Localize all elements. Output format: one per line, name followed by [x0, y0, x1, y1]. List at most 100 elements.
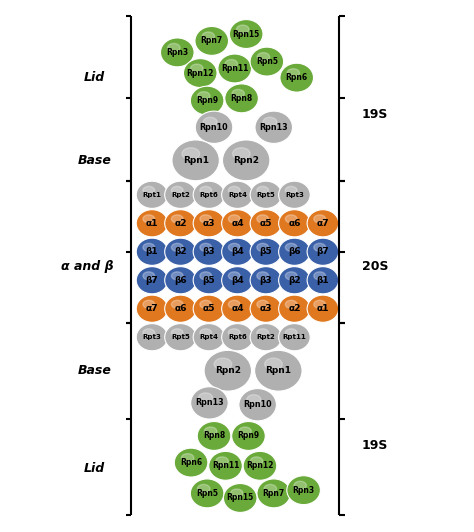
Text: α1: α1: [317, 304, 329, 313]
Text: Rpn15: Rpn15: [233, 29, 260, 38]
Ellipse shape: [225, 60, 237, 68]
Text: Rpt3: Rpt3: [143, 334, 162, 340]
Ellipse shape: [314, 243, 326, 252]
Text: Rpt6: Rpt6: [200, 192, 219, 198]
Text: β2: β2: [288, 276, 301, 285]
Ellipse shape: [136, 181, 168, 209]
Text: α7: α7: [317, 219, 329, 228]
Ellipse shape: [229, 20, 263, 48]
Ellipse shape: [307, 295, 339, 322]
Text: Base: Base: [78, 154, 111, 167]
Ellipse shape: [199, 393, 212, 402]
Ellipse shape: [193, 181, 225, 209]
Text: α4: α4: [231, 304, 244, 313]
Ellipse shape: [172, 272, 183, 280]
Ellipse shape: [193, 238, 225, 265]
Ellipse shape: [257, 272, 269, 280]
Ellipse shape: [287, 69, 300, 77]
Text: Rpn9: Rpn9: [237, 431, 260, 440]
Ellipse shape: [247, 395, 261, 404]
Ellipse shape: [255, 351, 302, 391]
Text: Rpn7: Rpn7: [201, 36, 223, 45]
Ellipse shape: [193, 323, 225, 351]
Ellipse shape: [307, 267, 339, 294]
Ellipse shape: [209, 451, 242, 480]
Ellipse shape: [228, 300, 240, 309]
Ellipse shape: [200, 243, 211, 252]
Ellipse shape: [228, 186, 240, 194]
Ellipse shape: [143, 272, 155, 280]
Ellipse shape: [164, 238, 196, 265]
Ellipse shape: [307, 210, 339, 237]
Ellipse shape: [287, 476, 320, 505]
Ellipse shape: [233, 148, 250, 160]
Text: 20S: 20S: [362, 260, 388, 272]
Text: β3: β3: [260, 276, 272, 285]
Ellipse shape: [228, 243, 240, 252]
Text: β3: β3: [203, 247, 215, 256]
Ellipse shape: [257, 329, 269, 337]
Text: Rpn12: Rpn12: [187, 69, 214, 78]
Ellipse shape: [164, 295, 196, 322]
Ellipse shape: [314, 272, 326, 280]
Text: 19S: 19S: [362, 108, 388, 121]
Ellipse shape: [193, 210, 225, 237]
Text: Base: Base: [78, 364, 111, 377]
Ellipse shape: [172, 186, 183, 194]
Text: Rpn7: Rpn7: [263, 489, 285, 498]
Ellipse shape: [314, 300, 326, 309]
Ellipse shape: [200, 215, 211, 223]
Text: Rpn13: Rpn13: [195, 398, 224, 408]
Ellipse shape: [285, 186, 297, 194]
Text: α3: α3: [203, 219, 215, 228]
Text: Rpn6: Rpn6: [286, 73, 308, 82]
Ellipse shape: [257, 300, 269, 309]
Ellipse shape: [136, 210, 168, 237]
Ellipse shape: [182, 148, 200, 160]
Text: α5: α5: [260, 219, 272, 228]
Text: Rpn12: Rpn12: [246, 461, 273, 470]
Ellipse shape: [182, 454, 194, 462]
Ellipse shape: [222, 181, 253, 209]
Ellipse shape: [136, 323, 168, 351]
Text: β2: β2: [174, 247, 187, 256]
Text: Rpn1: Rpn1: [265, 366, 292, 375]
Text: Rpn15: Rpn15: [227, 494, 254, 503]
Ellipse shape: [136, 295, 168, 322]
Ellipse shape: [172, 243, 183, 252]
Ellipse shape: [143, 300, 155, 309]
Ellipse shape: [172, 300, 183, 309]
Ellipse shape: [202, 32, 215, 40]
Ellipse shape: [143, 186, 155, 194]
Text: α4: α4: [231, 219, 244, 228]
Ellipse shape: [250, 47, 283, 76]
Ellipse shape: [174, 448, 208, 477]
Ellipse shape: [264, 485, 276, 493]
Ellipse shape: [250, 457, 263, 466]
Ellipse shape: [218, 54, 252, 83]
Text: Rpn8: Rpn8: [203, 431, 225, 440]
Ellipse shape: [222, 295, 253, 322]
Text: Rpn3: Rpn3: [292, 486, 315, 495]
Ellipse shape: [279, 181, 310, 209]
Ellipse shape: [222, 323, 253, 351]
Ellipse shape: [232, 89, 245, 98]
Ellipse shape: [193, 295, 225, 322]
Ellipse shape: [237, 25, 249, 34]
Ellipse shape: [183, 59, 217, 88]
Ellipse shape: [143, 329, 155, 337]
Ellipse shape: [279, 267, 310, 294]
Text: Rpt6: Rpt6: [228, 334, 247, 340]
Ellipse shape: [191, 64, 203, 73]
Ellipse shape: [191, 479, 224, 508]
Text: β1: β1: [317, 276, 329, 285]
Ellipse shape: [250, 181, 282, 209]
Text: α2: α2: [174, 219, 187, 228]
Ellipse shape: [222, 210, 253, 237]
Text: Lid: Lid: [84, 71, 105, 84]
Ellipse shape: [168, 44, 180, 52]
Text: β5: β5: [203, 276, 215, 285]
Text: 19S: 19S: [362, 439, 388, 452]
Ellipse shape: [222, 267, 253, 294]
Ellipse shape: [264, 358, 283, 370]
